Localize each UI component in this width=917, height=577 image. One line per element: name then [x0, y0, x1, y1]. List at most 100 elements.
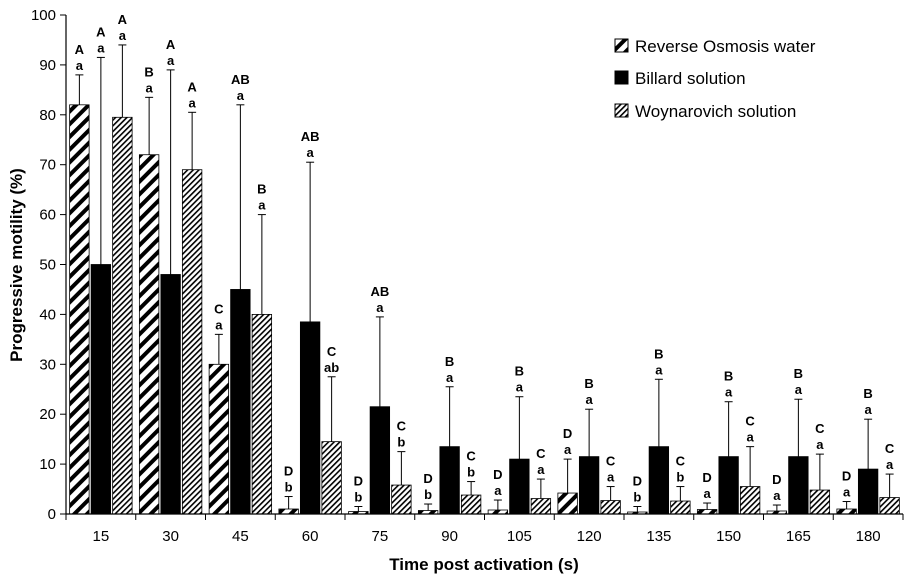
sig-letter-lower: a [167, 53, 175, 68]
bar-billard [578, 456, 600, 515]
y-tick-label: 20 [39, 406, 56, 423]
bar-woynarovich [670, 500, 691, 515]
sig-letter-upper: D [284, 464, 293, 479]
sig-letter-lower: a [516, 380, 524, 395]
y-tick-label: 100 [31, 7, 56, 24]
bar-billard [369, 406, 391, 515]
sig-letter-upper: B [724, 369, 733, 384]
sig-letter-upper: D [633, 474, 642, 489]
sig-letter-lower: a [215, 317, 223, 332]
sig-letter-upper: D [493, 467, 502, 482]
sig-letter-lower: a [655, 362, 663, 377]
sig-letter-lower: b [285, 480, 293, 495]
y-tick-label: 50 [39, 257, 56, 274]
sig-letter-lower: a [586, 392, 594, 407]
sig-letter-lower: a [258, 198, 266, 213]
sig-letter-upper: B [654, 346, 663, 361]
sig-letter-upper: D [563, 426, 572, 441]
y-axis-label: Progressive motility (%) [7, 168, 26, 362]
y-tick-label: 0 [48, 506, 56, 523]
sig-letter-lower: b [633, 490, 641, 505]
sig-letter-upper: C [214, 301, 224, 316]
sig-letter-lower: a [537, 462, 545, 477]
bar-billard [788, 456, 809, 515]
sig-letter-upper: B [794, 366, 803, 381]
sig-letter-upper: AB [231, 72, 250, 87]
bar-woynarovich [460, 494, 482, 515]
sig-letter-lower: a [446, 370, 454, 385]
sig-letter-lower: a [97, 40, 105, 55]
x-tick-label: 45 [232, 528, 249, 545]
y-axis-ticks: 0 10 20 30 40 50 60 70 80 90 100 [31, 7, 66, 523]
sig-letter-lower: b [397, 435, 405, 450]
x-tick-label: 105 [507, 528, 532, 545]
sig-letter-upper: B [144, 64, 153, 79]
bar-woynarovich [391, 484, 412, 515]
bar-woynarovich [181, 169, 203, 515]
sig-letter-upper: AB [301, 129, 320, 144]
sig-letter-lower: a [564, 442, 572, 457]
sig-letter-lower: a [494, 483, 502, 498]
sig-letter-lower: ab [324, 360, 339, 375]
legend-item-billard: Billard solution [614, 69, 746, 88]
sig-letter-lower: a [704, 486, 712, 501]
bars [69, 104, 900, 515]
y-tick-label: 90 [39, 57, 56, 74]
x-axis-label: Time post activation (s) [389, 555, 579, 574]
bar-woynarovich [879, 497, 900, 515]
sig-letter-upper: B [584, 376, 593, 391]
bar-woynarovich [600, 500, 621, 515]
x-tick-label: 120 [577, 528, 602, 545]
y-tick-label: 10 [39, 456, 56, 473]
sig-letter-upper: D [702, 470, 711, 485]
bar-reverse-osmosis [69, 104, 90, 515]
sig-letter-upper: B [257, 182, 266, 197]
legend-item-woynarovich: Woynarovich solution [614, 102, 796, 121]
bar-billard [299, 321, 321, 515]
sig-letter-lower: a [843, 485, 851, 500]
sig-letter-upper: A [96, 24, 106, 39]
x-tick-label: 135 [646, 528, 671, 545]
sig-letter-upper: C [676, 454, 686, 469]
sig-letter-upper: A [166, 37, 176, 52]
legend: Reverse Osmosis water Billard solution W… [614, 37, 816, 121]
sig-letter-upper: C [397, 419, 407, 434]
sig-letter-upper: B [445, 354, 454, 369]
legend-swatch-reverse-osmosis [614, 38, 629, 53]
x-tick-label: 15 [93, 528, 110, 545]
sig-letter-upper: C [745, 414, 755, 429]
sig-letter-upper: C [815, 421, 825, 436]
sig-letter-lower: a [886, 457, 894, 472]
legend-item-reverse-osmosis: Reverse Osmosis water [614, 37, 816, 56]
legend-swatch-woynarovich [614, 103, 629, 118]
bar-woynarovich [739, 486, 761, 515]
sig-letter-lower: a [76, 58, 84, 73]
sig-letter-upper: D [423, 471, 432, 486]
sig-letter-upper: D [772, 472, 781, 487]
significance-letters: aA aA aAaBaAaAaCaABaBbDaABabCbDaABbCbDaBbC… [75, 12, 895, 505]
bar-billard [648, 446, 670, 515]
sig-letter-lower: a [865, 402, 873, 417]
sig-letter-lower: a [146, 80, 154, 95]
y-tick-label: 60 [39, 207, 56, 224]
sig-letter-lower: a [607, 470, 615, 485]
sig-letter-upper: C [885, 441, 895, 456]
bar-billard [230, 289, 251, 515]
legend-swatch-billard [614, 70, 629, 85]
bar-reverse-osmosis [208, 363, 230, 515]
sig-letter-lower: a [307, 145, 315, 160]
bar-woynarovich [809, 489, 831, 515]
y-tick-label: 80 [39, 107, 56, 124]
sig-letter-upper: AB [370, 284, 389, 299]
sig-letter-lower: a [237, 88, 245, 103]
bar-billard [160, 274, 181, 515]
x-tick-label: 180 [856, 528, 881, 545]
sig-letter-lower: b [424, 487, 432, 502]
bar-billard [857, 468, 879, 515]
x-tick-label: 90 [441, 528, 458, 545]
sig-letter-lower: a [189, 95, 197, 110]
bar-woynarovich [251, 313, 273, 515]
bar-billard [509, 458, 530, 515]
sig-letter-upper: B [515, 364, 524, 379]
x-tick-label: 165 [786, 528, 811, 545]
